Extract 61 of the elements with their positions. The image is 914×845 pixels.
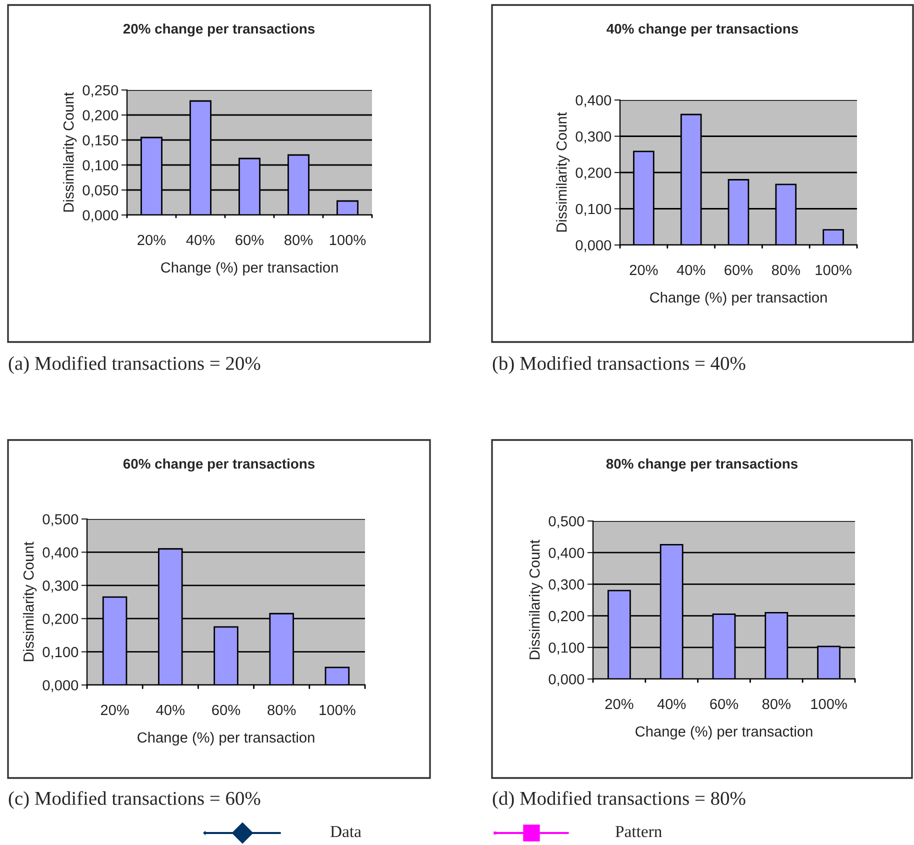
y-tick-label: 0,500 — [548, 516, 584, 528]
y-axis-title: Dissimilarity Count — [23, 542, 37, 662]
x-tick-label: 80% — [762, 698, 790, 710]
x-axis-title: Change (%) per transaction — [636, 726, 812, 740]
y-tick-label: 0,000 — [548, 674, 584, 686]
x-tick-label: 100% — [330, 234, 366, 246]
y-tick-label: 0,100 — [548, 642, 584, 655]
x-axis-title: Change (%) per transaction — [138, 732, 314, 746]
y-tick-label: 0,500 — [42, 514, 78, 526]
x-tick-label: 80% — [284, 234, 313, 246]
chart-title: 20% change per transactions — [123, 23, 315, 37]
x-axis-title: Change (%) per transaction — [161, 262, 338, 276]
y-tick-label: 0,100 — [82, 160, 118, 172]
y-tick-label: 0,400 — [548, 548, 584, 560]
x-tick-label: 20% — [138, 234, 166, 246]
x-tick-label: 100% — [811, 698, 847, 710]
text: (d) Modified transactions = 80% — [492, 791, 746, 809]
x-tick-label: 20% — [630, 264, 658, 276]
x-tick-label: 20% — [605, 698, 634, 710]
y-tick-label: 0,300 — [548, 579, 584, 592]
y-tick-label: 0,000 — [42, 680, 78, 692]
y-tick-label: 0,200 — [82, 110, 118, 122]
x-tick-label: 40% — [186, 234, 215, 246]
x-tick-label: 20% — [100, 704, 129, 716]
chart-title: 40% change per transactions — [606, 23, 798, 37]
chart-title: 60% change per transactions — [123, 458, 315, 472]
text: (b) Modified transactions = 40% — [492, 356, 746, 374]
text: (c) Modified transactions = 60% — [8, 791, 260, 809]
y-tick-label: 0,200 — [576, 168, 612, 180]
x-tick-label: 100% — [320, 704, 356, 716]
y-tick-label: 0,400 — [42, 547, 78, 560]
y-tick-label: 0,400 — [576, 95, 612, 108]
y-axis-title: Dissimilarity Count — [529, 540, 543, 660]
y-tick-label: 0,000 — [576, 240, 612, 252]
x-tick-label: 60% — [724, 264, 753, 276]
y-tick-label: 0,150 — [82, 135, 118, 148]
y-tick-label: 0,200 — [42, 614, 78, 626]
y-axis-title: Dissimilarity Count — [63, 92, 77, 212]
text: Data — [330, 826, 362, 838]
y-tick-label: 0,100 — [576, 204, 612, 216]
x-tick-label: 80% — [268, 704, 296, 716]
y-tick-label: 0,100 — [42, 646, 78, 659]
text: (a) Modified transactions = 20% — [8, 356, 260, 374]
chart-title: 80% change per transactions — [606, 458, 798, 472]
x-tick-label: 40% — [676, 264, 706, 276]
y-axis-title: Dissimilarity Count — [556, 112, 570, 232]
x-tick-label: 40% — [156, 704, 184, 716]
text: Pattern — [615, 826, 662, 838]
x-tick-label: 60% — [710, 698, 738, 710]
x-tick-label: 40% — [657, 698, 686, 710]
x-tick-label: 100% — [816, 264, 852, 276]
y-tick-label: 0,300 — [576, 131, 612, 144]
y-tick-label: 0,000 — [82, 210, 118, 222]
x-tick-label: 80% — [772, 264, 800, 276]
x-axis-title: Change (%) per transaction — [650, 292, 827, 306]
x-tick-label: 60% — [236, 234, 264, 246]
y-tick-label: 0,250 — [82, 85, 118, 98]
y-tick-label: 0,050 — [82, 185, 118, 198]
y-tick-label: 0,200 — [548, 610, 584, 623]
x-tick-label: 60% — [212, 704, 240, 716]
y-tick-label: 0,300 — [42, 580, 78, 593]
